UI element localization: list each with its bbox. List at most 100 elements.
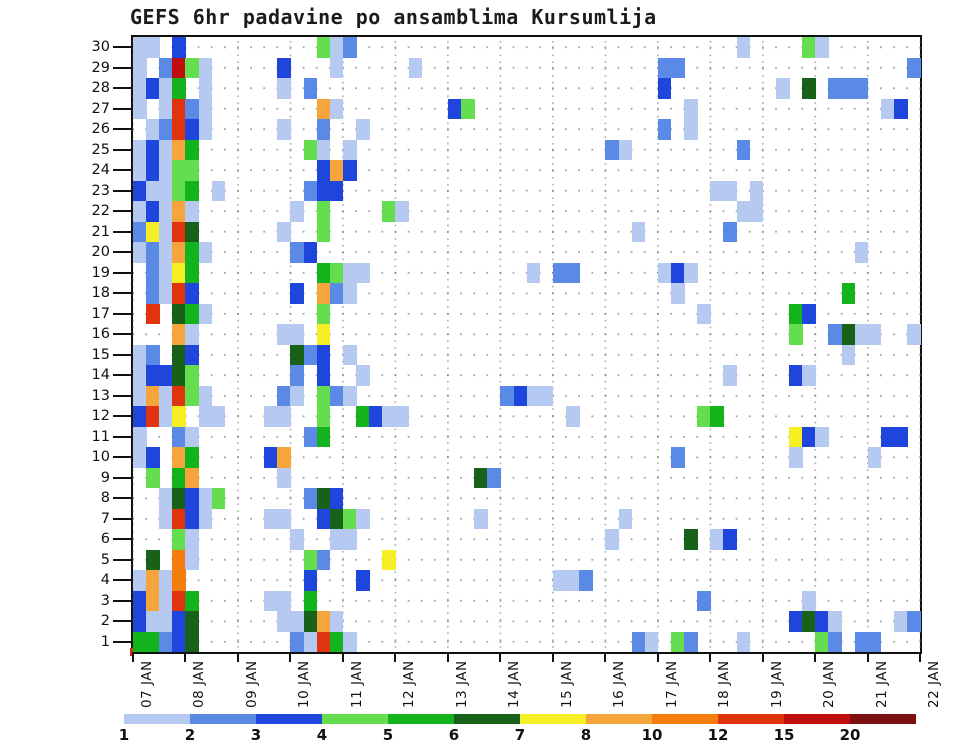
heatmap-cell: [133, 180, 147, 202]
heatmap-cell: [159, 570, 173, 591]
x-axis-tick: [551, 652, 554, 662]
heatmap-cell: [329, 611, 344, 632]
heatmap-cell: [657, 262, 672, 284]
colorbar-segment: [256, 714, 322, 724]
heatmap-cell: [172, 365, 186, 386]
y-axis-label: 12: [91, 408, 110, 425]
heatmap-cell: [172, 160, 186, 181]
heatmap-cell: [828, 324, 843, 345]
x-axis-tick: [132, 652, 134, 662]
y-axis-label: 24: [91, 162, 110, 179]
y-axis-label: 13: [91, 387, 110, 404]
colorbar-segment: [388, 714, 454, 724]
heatmap-cell: [133, 201, 147, 222]
y-axis-label: 10: [91, 449, 110, 466]
x-axis-label: 16 JAN: [611, 660, 628, 708]
x-axis-tick: [184, 652, 187, 662]
heatmap-cell: [159, 78, 173, 99]
heatmap-cell: [789, 611, 803, 632]
plot-area-border: [131, 35, 922, 654]
x-axis-tick: [499, 652, 502, 662]
y-axis-label: 27: [91, 100, 110, 117]
y-axis-tick: [113, 497, 133, 500]
heatmap-cell: [277, 590, 291, 612]
heatmap-cell: [133, 98, 147, 120]
y-axis-tick: [113, 579, 133, 582]
heatmap-cell: [159, 365, 173, 386]
y-axis-label: 5: [100, 551, 110, 568]
heatmap-cell: [697, 303, 711, 325]
heatmap-cell: [159, 242, 173, 263]
heatmap-cell: [880, 98, 895, 120]
heatmap-cell: [185, 529, 200, 550]
heatmap-cell: [828, 611, 843, 632]
heatmap-cell: [146, 385, 160, 407]
heatmap-cell: [172, 57, 186, 79]
y-axis-tick: [113, 271, 133, 274]
y-axis-label: 16: [91, 326, 110, 343]
heatmap-cell: [172, 283, 186, 304]
y-axis-tick: [113, 251, 133, 254]
heatmap-cell: [356, 262, 370, 284]
heatmap-cell: [907, 611, 921, 632]
x-axis-label: 19 JAN: [768, 660, 785, 708]
heatmap-cell: [264, 447, 278, 468]
heatmap-cell: [159, 508, 173, 530]
heatmap-cell: [198, 57, 213, 79]
colorbar-segment: [454, 714, 520, 724]
heatmap-cell: [631, 631, 646, 653]
heatmap-cell: [159, 139, 173, 161]
heatmap-cell: [159, 160, 173, 181]
heatmap-cell: [316, 98, 331, 120]
heatmap-cell: [290, 529, 305, 550]
y-axis-label: 6: [100, 531, 110, 548]
heatmap-cell: [303, 426, 318, 448]
heatmap-cell: [382, 549, 396, 571]
heatmap-cell: [329, 98, 344, 120]
heatmap-cell: [867, 631, 882, 653]
y-axis-tick: [113, 415, 133, 418]
heatmap-cell: [684, 98, 698, 120]
y-axis-label: 9: [100, 469, 110, 486]
heatmap-cell: [172, 406, 186, 427]
heatmap-cell: [185, 180, 200, 202]
heatmap-cell: [303, 78, 318, 99]
heatmap-cell: [356, 508, 370, 530]
x-axis-label: 14 JAN: [506, 660, 523, 708]
x-axis-label: 12 JAN: [401, 660, 418, 708]
heatmap-cell: [172, 221, 186, 243]
y-axis-label: 14: [91, 367, 110, 384]
heatmap-cell: [211, 488, 226, 509]
heatmap-cell: [290, 611, 305, 632]
heatmap-cell: [316, 426, 331, 448]
heatmap-cell: [316, 180, 331, 202]
heatmap-cell: [172, 242, 186, 263]
heatmap-cell: [133, 78, 147, 99]
heatmap-cell: [133, 242, 147, 263]
y-axis-label: 15: [91, 346, 110, 363]
heatmap-cell: [684, 631, 698, 653]
y-axis-tick: [113, 46, 133, 49]
heatmap-cell: [474, 508, 488, 530]
y-axis-tick: [113, 230, 133, 233]
y-axis-label: 21: [91, 223, 110, 240]
heatmap-cell: [277, 467, 291, 489]
heatmap-cell: [172, 529, 186, 550]
heatmap-cell: [342, 344, 357, 366]
heatmap-cell: [264, 508, 278, 530]
heatmap-cell: [185, 283, 200, 304]
heatmap-cell: [277, 385, 291, 407]
heatmap-cell: [670, 447, 685, 468]
heatmap-cell: [264, 590, 278, 612]
y-axis-label: 25: [91, 141, 110, 158]
heatmap-cell: [316, 488, 331, 509]
heatmap-cell: [736, 201, 751, 222]
heatmap-cell: [159, 590, 173, 612]
heatmap-cell: [146, 37, 160, 58]
heatmap-cell: [146, 221, 160, 243]
heatmap-cell: [159, 283, 173, 304]
colorbar-segment: [718, 714, 784, 724]
heatmap-cell: [185, 262, 200, 284]
heatmap-cell: [356, 365, 370, 386]
heatmap-cell: [815, 426, 829, 448]
